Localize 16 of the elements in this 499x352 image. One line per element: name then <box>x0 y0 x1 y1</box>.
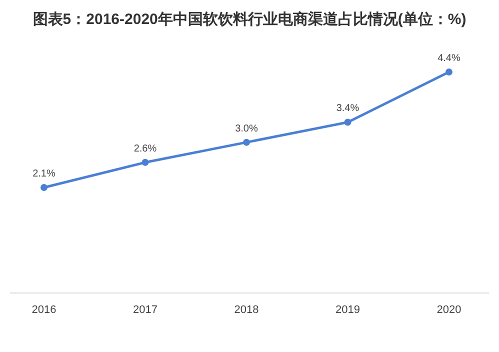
point <box>446 68 452 76</box>
data-label: 3.4% <box>336 103 360 114</box>
data-label: 2.1% <box>32 168 56 180</box>
x-tick-label: 2018 <box>234 304 259 316</box>
x-tick-label: 2016 <box>32 304 56 316</box>
data-label: 4.4% <box>438 53 461 64</box>
point <box>142 158 149 166</box>
data-label: 2.6% <box>134 143 157 154</box>
point <box>40 184 48 192</box>
x-tick-label: 2017 <box>133 304 158 316</box>
point <box>344 118 352 126</box>
x-tick-label: 2020 <box>436 304 462 316</box>
data-label: 3.0% <box>235 123 258 134</box>
x-tick-label: 2019 <box>336 304 360 316</box>
point <box>243 138 250 146</box>
chart-title: 图表5：2016-2020年中国软饮料行业电商渠道占比情况(单位：%) <box>32 10 466 28</box>
